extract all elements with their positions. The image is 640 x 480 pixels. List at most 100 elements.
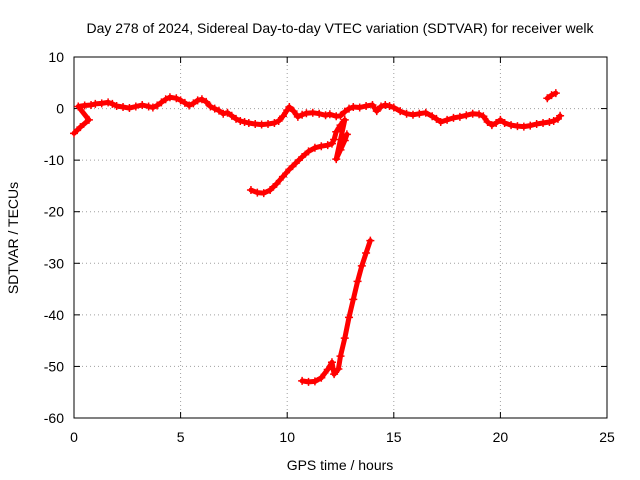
data-point-marker xyxy=(298,153,307,162)
x-tick-label: 5 xyxy=(177,429,185,445)
data-point-marker xyxy=(189,99,198,108)
data-point-marker xyxy=(362,248,371,257)
series-late-segment xyxy=(543,89,560,103)
data-point-marker xyxy=(219,109,228,118)
y-axis-label: SDTVAR / TECUs xyxy=(5,182,21,294)
data-point-marker xyxy=(70,129,78,138)
data-point-marker xyxy=(532,120,541,129)
data-point-marker xyxy=(323,141,332,150)
data-point-marker xyxy=(104,98,113,107)
data-point-marker xyxy=(315,109,324,118)
data-point-marker xyxy=(487,121,496,130)
data-point-marker xyxy=(366,236,375,245)
data-point-marker xyxy=(74,102,83,111)
data-point-marker xyxy=(87,100,96,109)
data-point-marker xyxy=(266,186,275,195)
series-trace xyxy=(299,238,373,385)
data-point-marker xyxy=(340,136,349,145)
data-point-marker xyxy=(285,165,294,174)
data-point-marker xyxy=(223,108,232,117)
data-point-marker xyxy=(317,142,326,151)
data-point-marker xyxy=(443,115,452,124)
data-point-marker xyxy=(449,113,458,122)
data-point-marker xyxy=(246,186,255,195)
data-point-marker xyxy=(345,104,354,113)
data-point-marker xyxy=(148,103,157,112)
data-point-marker xyxy=(264,120,273,129)
data-point-marker xyxy=(415,109,424,118)
data-point-marker xyxy=(332,155,341,164)
data-point-marker xyxy=(131,102,140,111)
y-tick-label: -10 xyxy=(44,152,64,168)
data-point-marker xyxy=(144,102,153,111)
data-point-marker xyxy=(479,112,488,121)
data-point-marker xyxy=(210,104,219,113)
data-point-marker xyxy=(310,377,319,386)
data-point-marker xyxy=(475,110,484,119)
data-point-marker xyxy=(138,100,147,109)
data-point-marker xyxy=(549,116,558,125)
data-point-marker xyxy=(336,121,345,130)
data-point-marker xyxy=(332,127,341,136)
data-point-marker xyxy=(389,103,398,112)
data-point-marker xyxy=(357,261,366,270)
data-point-marker xyxy=(428,112,437,121)
data-point-marker xyxy=(432,114,441,123)
data-point-marker xyxy=(385,101,394,110)
y-tick-label: -50 xyxy=(44,358,64,374)
data-point-marker xyxy=(76,123,85,132)
y-tick-label: 10 xyxy=(48,49,64,65)
x-tick-label: 15 xyxy=(386,429,402,445)
data-point-marker xyxy=(381,100,390,109)
series-steep-drop xyxy=(298,236,375,386)
series-main-band xyxy=(70,93,565,138)
data-point-marker xyxy=(345,313,354,322)
data-point-marker xyxy=(462,111,471,120)
data-point-marker xyxy=(278,112,287,121)
data-point-marker xyxy=(291,159,300,168)
data-point-marker xyxy=(176,96,185,105)
data-point-marker xyxy=(483,117,492,126)
data-point-marker xyxy=(293,112,302,121)
data-point-marker xyxy=(185,101,194,110)
x-tick-label: 10 xyxy=(279,429,295,445)
data-point-marker xyxy=(161,95,170,104)
data-point-marker xyxy=(285,103,294,112)
data-point-marker xyxy=(202,97,211,106)
data-point-marker xyxy=(321,111,330,120)
data-point-marker xyxy=(336,111,345,120)
data-point-marker xyxy=(349,295,358,304)
data-point-marker xyxy=(272,179,281,188)
y-tick-label: 0 xyxy=(56,101,64,117)
data-point-marker xyxy=(236,116,245,125)
data-point-marker xyxy=(274,116,283,125)
data-point-marker xyxy=(206,102,215,111)
data-point-marker xyxy=(402,109,411,118)
series-descending-arc xyxy=(246,115,351,198)
data-point-marker xyxy=(330,135,339,144)
data-point-marker xyxy=(336,145,345,154)
x-tick-label: 20 xyxy=(493,429,509,445)
data-point-marker xyxy=(180,98,189,107)
data-point-marker xyxy=(197,95,206,104)
data-point-marker xyxy=(355,103,364,112)
data-point-marker xyxy=(334,365,343,374)
data-point-marker xyxy=(298,376,307,385)
data-point-marker xyxy=(507,121,516,130)
data-marks xyxy=(70,89,565,386)
data-point-marker xyxy=(232,114,241,123)
data-point-marker xyxy=(327,139,336,148)
data-point-marker xyxy=(353,277,362,286)
data-point-marker xyxy=(368,100,377,109)
data-point-marker xyxy=(317,373,326,382)
data-point-marker xyxy=(240,117,249,126)
data-point-marker xyxy=(377,102,386,111)
data-point-marker xyxy=(165,93,174,102)
data-point-marker xyxy=(310,143,319,152)
data-point-marker xyxy=(304,147,313,156)
data-point-marker xyxy=(112,101,121,110)
data-point-marker xyxy=(545,117,554,126)
data-point-marker xyxy=(278,172,287,181)
data-point-marker xyxy=(227,111,236,120)
